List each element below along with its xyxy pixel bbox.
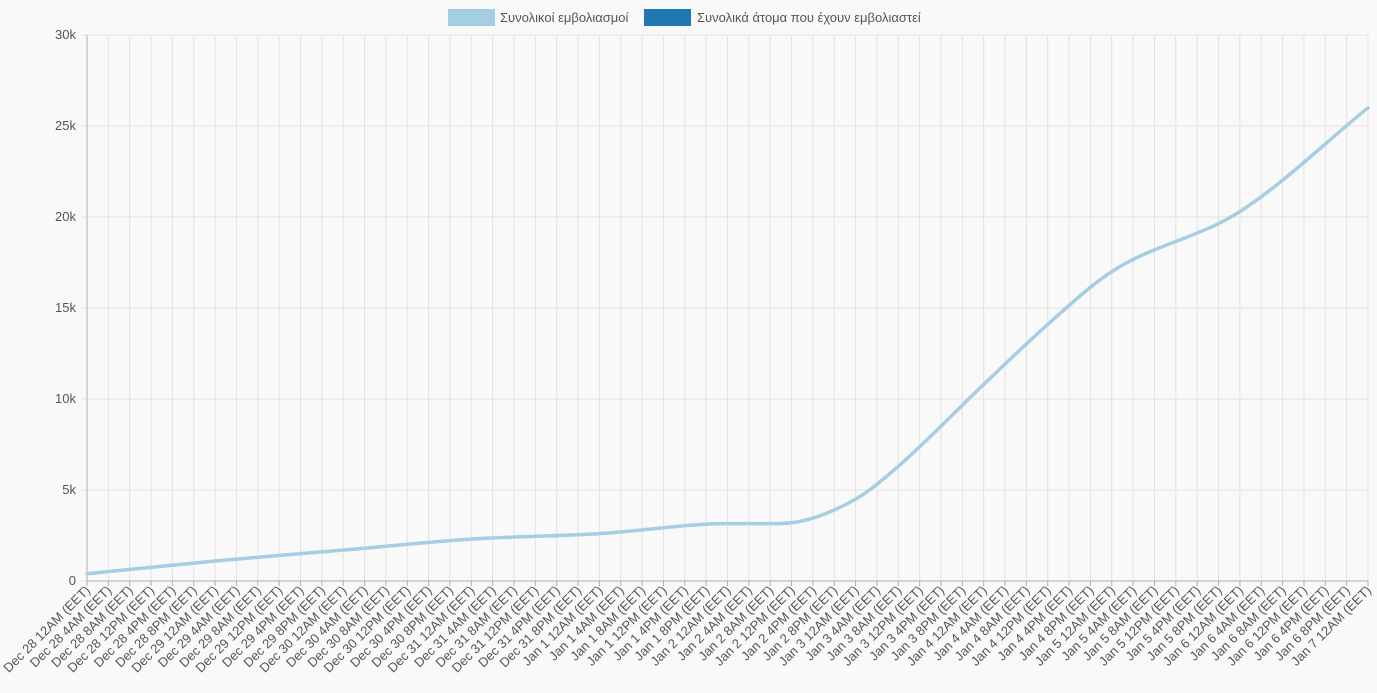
legend: Συνολικοί εμβολιασμοί Συνολικά άτομα που… <box>448 9 921 26</box>
y-axis-ticks: 0 5k 10k 15k 20k 25k 30k <box>55 27 76 588</box>
x-axis-ticks: Dec 28 12AM (EET)Dec 28 4AM (EET)Dec 28 … <box>0 581 1374 675</box>
series-line-0[interactable] <box>85 106 1370 576</box>
series-lines <box>85 106 1370 576</box>
legend-item-total-vaccinations[interactable]: Συνολικοί εμβολιασμοί <box>448 9 628 26</box>
y-tick-label: 25k <box>55 118 76 133</box>
legend-swatch-people-vaccinated <box>644 9 691 26</box>
legend-label-total-vaccinations: Συνολικοί εμβολιασμοί <box>500 10 628 25</box>
grid <box>81 34 1369 582</box>
y-tick-label: 0 <box>69 573 76 588</box>
y-tick-label: 15k <box>55 300 76 315</box>
y-tick-label: 20k <box>55 209 76 224</box>
legend-item-people-vaccinated[interactable]: Συνολικά άτομα που έχουν εμβολιαστεί <box>644 9 921 26</box>
legend-swatch-total-vaccinations <box>448 9 495 26</box>
y-tick-label: 30k <box>55 27 76 42</box>
y-tick-label: 10k <box>55 391 76 406</box>
y-tick-label: 5k <box>62 482 76 497</box>
legend-label-people-vaccinated: Συνολικά άτομα που έχουν εμβολιαστεί <box>697 10 921 25</box>
